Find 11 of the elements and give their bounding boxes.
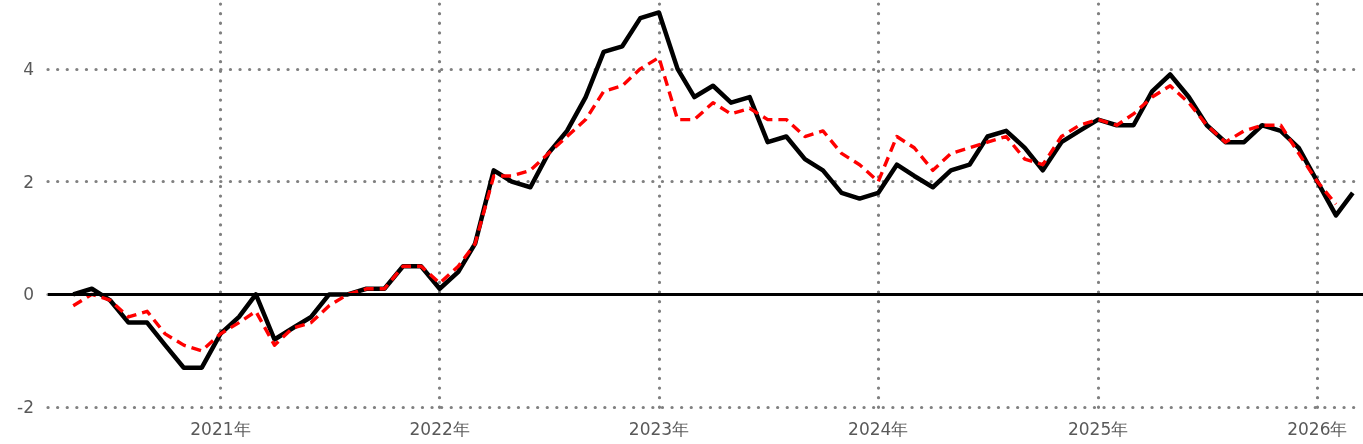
x-tick-label: 2022年 — [409, 418, 470, 439]
y-tick-label: 4 — [23, 58, 34, 79]
line-series — [71, 55, 1338, 353]
x-tick-label: 2024年 — [848, 418, 909, 439]
x-tick-label: 2023年 — [628, 418, 690, 439]
x-tick-label: 2025年 — [1067, 418, 1129, 439]
x-tick-label: 2026年 — [1287, 418, 1348, 439]
y-tick-label: -2 — [17, 397, 34, 418]
x-tick-label: 2021年 — [190, 418, 251, 439]
y-tick-label: 2 — [23, 171, 34, 192]
y-tick-label: 0 — [23, 284, 34, 305]
